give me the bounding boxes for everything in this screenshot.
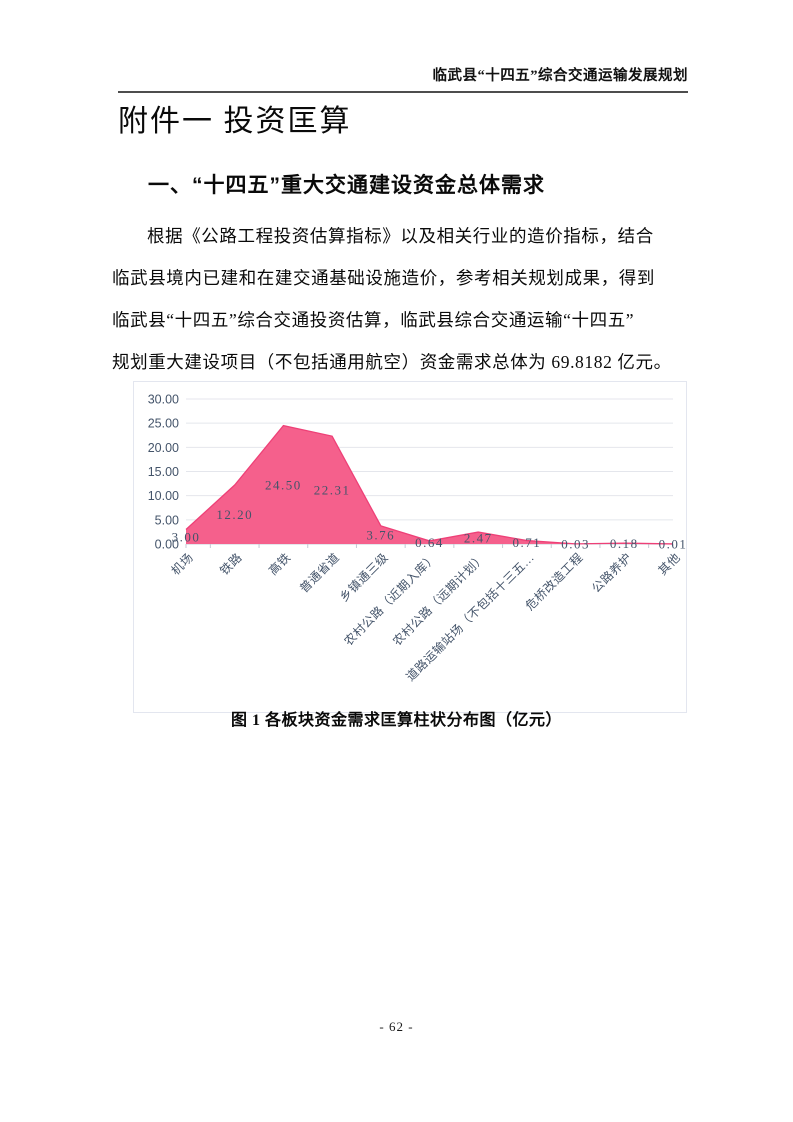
x-axis-category-label: 普通省道: [297, 550, 342, 595]
x-axis-category-label: 铁路: [217, 550, 245, 578]
y-axis-tick-label: 0.00: [155, 538, 179, 552]
x-axis-category-label: 公路养护: [588, 550, 634, 596]
data-label: 0.03: [561, 536, 590, 551]
figure-chart-svg: 0.00 5.00 10.00 15.00 20.00 25.00 30.00 3.00 12.…: [148, 393, 686, 684]
y-axis-tick-label: 5.00: [155, 513, 179, 527]
data-label: 3.00: [172, 529, 201, 544]
data-label: 0.18: [610, 536, 639, 551]
y-axis-tick-label: 20.00: [148, 441, 179, 455]
data-label: 0.01: [659, 536, 686, 551]
y-axis-tick-label: 10.00: [148, 489, 179, 503]
figure-area-chart: 0.00 5.00 10.00 15.00 20.00 25.00 30.00 3.00 12.…: [133, 381, 687, 713]
x-axis-category-label: 高铁: [265, 550, 293, 578]
area-series-fill: [186, 425, 673, 544]
paragraph-line-4: 规划重大建设项目（不包括通用航空）资金需求总体为 69.8182 亿元。: [112, 352, 672, 372]
data-label: 0.71: [513, 535, 542, 550]
document-title: 附件一 投资匡算: [118, 105, 352, 138]
header-rule: [118, 91, 688, 93]
body-paragraph: 根据《公路工程投资估算指标》以及相关行业的造价指标，结合 临武县境内已建和在建交…: [112, 215, 690, 383]
y-axis-tick-label: 30.00: [148, 393, 179, 407]
data-label: 24.50: [265, 477, 302, 492]
paragraph-line-1: 根据《公路工程投资估算指标》以及相关行业的造价指标，结合: [147, 226, 654, 246]
data-label: 3.76: [366, 527, 395, 542]
y-axis-tick-label: 15.00: [148, 465, 179, 479]
page-number: - 62 -: [379, 1019, 414, 1034]
data-label: 22.31: [314, 483, 351, 498]
area-series-outline: [185, 424, 674, 545]
x-axis-category-label: 农村公路（近期入库）: [341, 550, 440, 649]
x-axis-category-label: 农村公路（远期计划）: [389, 550, 488, 649]
x-axis-category-label: 机场: [169, 550, 197, 578]
section-heading: 一、“十四五”重大交通建设资金总体需求: [148, 174, 545, 197]
data-label: 2.47: [464, 531, 493, 546]
paragraph-line-2: 临武县境内已建和在建交通基础设施造价，参考相关规划成果，得到: [112, 268, 655, 288]
data-label: 12.20: [216, 507, 253, 522]
running-header-title: 临武县“十四五”综合交通运输发展规划: [432, 68, 688, 84]
y-axis-tick-label: 25.00: [148, 417, 179, 431]
x-axis-category-label: 其他: [656, 550, 684, 578]
paragraph-line-3: 临武县“十四五”综合交通投资估算，临武县综合交通运输“十四五”: [112, 310, 635, 330]
figure-caption: 图 1 各板块资金需求匡算柱状分布图（亿元）: [230, 712, 562, 729]
data-label: 0.64: [415, 535, 444, 550]
